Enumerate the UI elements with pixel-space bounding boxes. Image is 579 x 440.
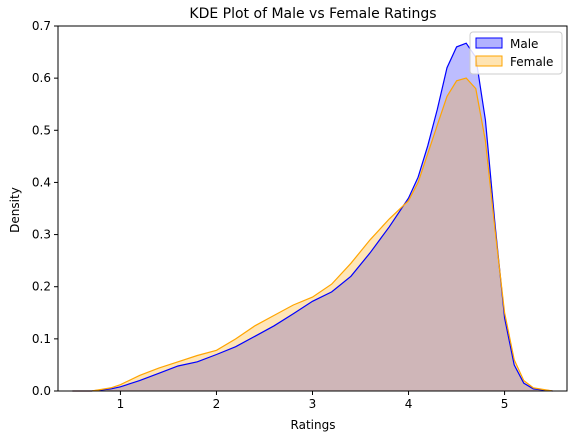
- x-tick-label: 4: [405, 397, 413, 411]
- y-tick-label: 0.4: [32, 175, 51, 189]
- legend-swatch-female: [475, 55, 503, 67]
- x-axis-label: Ratings: [291, 418, 336, 432]
- y-tick-label: 0.6: [32, 71, 51, 85]
- y-axis: 0.0 0.1 0.2 0.3 0.4 0.5 0.6 0.7: [32, 19, 58, 398]
- x-tick-label: 3: [309, 397, 317, 411]
- series-male-fill: [72, 43, 553, 391]
- legend: Male Female: [469, 31, 563, 75]
- x-tick-label: 1: [117, 397, 125, 411]
- x-tick-label: 2: [213, 397, 221, 411]
- legend-label-male: Male: [510, 37, 538, 51]
- x-tick-label: 5: [501, 397, 509, 411]
- y-tick-label: 0.1: [32, 332, 51, 346]
- y-tick-label: 0.0: [32, 384, 51, 398]
- legend-label-female: Female: [510, 55, 553, 69]
- y-axis-label: Density: [8, 187, 22, 233]
- series-female-line: [72, 77, 553, 392]
- legend-swatch-male: [475, 37, 503, 49]
- chart-title: KDE Plot of Male vs Female Ratings: [189, 6, 436, 22]
- y-tick-label: 0.5: [32, 123, 51, 137]
- series-female-fill: [72, 78, 553, 391]
- plot-area: [57, 25, 568, 392]
- x-axis: 1 2 3 4 5: [117, 391, 509, 411]
- y-tick-label: 0.7: [32, 19, 51, 33]
- legend-box: [469, 31, 563, 75]
- y-tick-label: 0.2: [32, 280, 51, 294]
- y-tick-label: 0.3: [32, 228, 51, 242]
- series-male-line: [72, 42, 553, 392]
